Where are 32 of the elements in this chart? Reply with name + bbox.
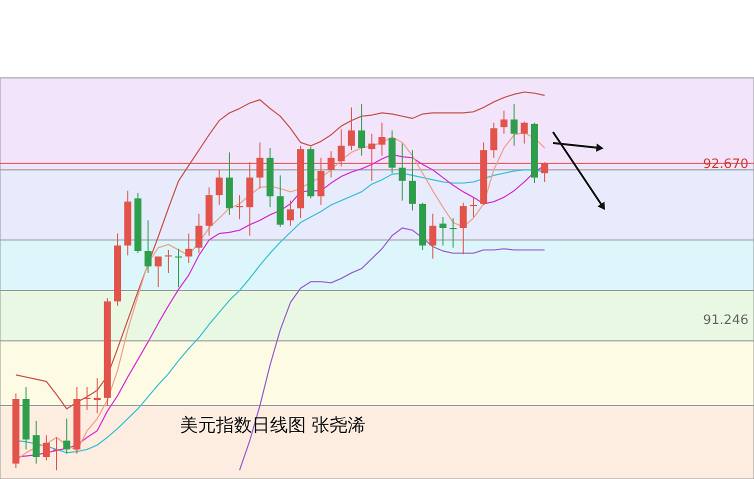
candlestick: [63, 418, 70, 454]
candlestick: [164, 249, 172, 274]
candlestick: [286, 200, 294, 226]
candlestick: [195, 213, 202, 254]
candlestick: [216, 169, 223, 206]
candlestick: [450, 218, 457, 248]
candlestick: [398, 143, 406, 202]
candlestick: [378, 122, 386, 156]
candlestick: [94, 378, 101, 414]
candlestick: [439, 216, 446, 246]
candlestick: [490, 122, 498, 158]
candlestick: [185, 232, 192, 264]
candlestick: [358, 104, 366, 156]
candlestick: [236, 194, 244, 220]
candlestick: [348, 106, 355, 151]
y-tick-label: 91.246: [703, 312, 748, 328]
candlestick: [510, 104, 518, 146]
annotation: 美元指数日线图 张尧浠: [180, 415, 366, 436]
line-series: [15, 91, 546, 410]
candlestick: [154, 256, 162, 288]
candlestick: [144, 220, 152, 274]
candlestick: [32, 420, 40, 464]
candlestick: [42, 434, 50, 461]
candlestick: [460, 202, 467, 255]
candlestick: [429, 213, 436, 260]
candlestick: [84, 386, 91, 410]
candlestick: [175, 248, 182, 288]
candlestick: [53, 436, 60, 471]
candlestick: [408, 150, 416, 211]
candlestick: [470, 196, 477, 218]
candlestick: [500, 110, 508, 134]
candlestick: [520, 121, 528, 144]
